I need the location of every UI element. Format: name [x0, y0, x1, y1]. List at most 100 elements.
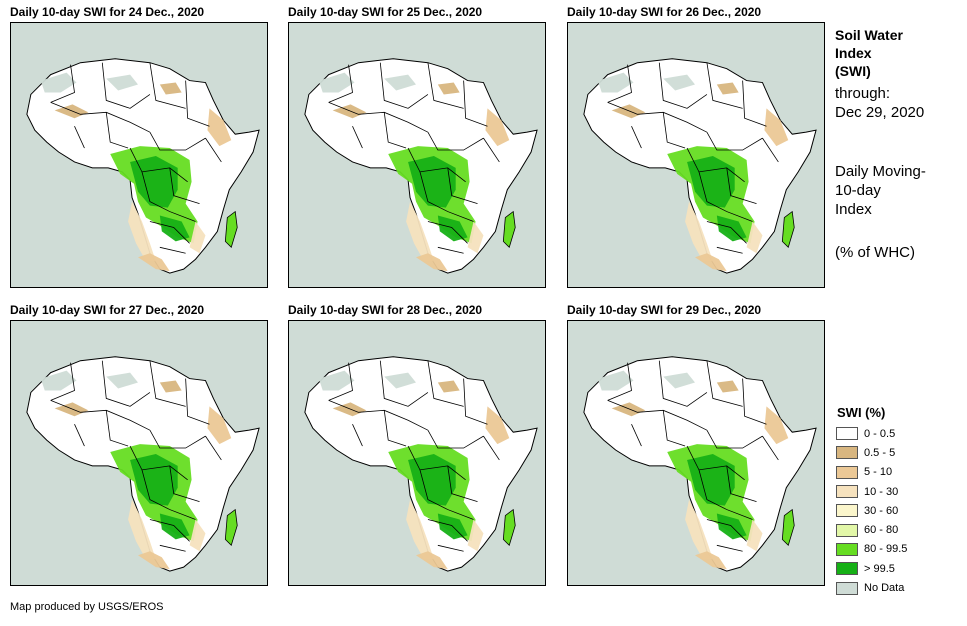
legend-item: 60 - 80 [836, 520, 907, 539]
country-border [129, 147, 188, 183]
legend-swatch [836, 485, 858, 499]
swi-region [40, 370, 77, 391]
country-border [463, 80, 488, 127]
country-border [159, 544, 186, 552]
country-border [706, 221, 747, 244]
africa-map [568, 23, 824, 287]
swi-region [207, 108, 232, 147]
panel-title-3: Daily 10-day SWI for 26 Dec., 2020 [567, 5, 762, 19]
swi-region [695, 253, 727, 272]
country-border [427, 519, 468, 542]
legend-label: 80 - 99.5 [864, 543, 908, 556]
country-border [447, 465, 478, 503]
country-border [352, 126, 363, 149]
swi-region [207, 406, 232, 445]
legend-label: 60 - 80 [864, 524, 899, 537]
panel-title-2: Daily 10-day SWI for 25 Dec., 2020 [288, 5, 483, 19]
swi-region [189, 221, 206, 254]
country-border [427, 429, 484, 449]
swi-region [408, 155, 456, 208]
swi-region [40, 72, 77, 93]
swi-region [384, 74, 417, 91]
country-border [101, 360, 151, 407]
legend-label: No Data [864, 582, 905, 595]
country-border [383, 112, 407, 149]
swi-region [128, 201, 156, 262]
country-border [129, 445, 188, 481]
legend-item: 80 - 99.5 [836, 540, 907, 559]
through-date: Dec 29, 2020 [835, 104, 925, 121]
country-border [427, 360, 464, 407]
africa-map [11, 321, 267, 585]
desc-line1: Daily Moving- [835, 163, 926, 180]
country-border [742, 80, 767, 127]
swi-region [467, 519, 484, 552]
swi-region [716, 380, 739, 393]
swi-region [189, 519, 206, 552]
country-border [74, 126, 85, 149]
country-border [662, 112, 686, 149]
swi-region [437, 82, 460, 95]
country-border [716, 544, 743, 552]
country-border [379, 360, 429, 407]
legend-swatch [836, 446, 858, 460]
panel-title-5: Daily 10-day SWI for 28 Dec., 2020 [288, 303, 483, 317]
country-border [50, 362, 75, 401]
swi-region [687, 453, 735, 506]
swi-region [416, 551, 448, 570]
swi-map-panel-6 [567, 320, 825, 586]
swi-region [687, 155, 735, 208]
swi-region [138, 551, 170, 570]
swi-region [130, 453, 178, 506]
country-border [706, 519, 747, 542]
country-border [686, 445, 745, 481]
country-border [706, 62, 743, 109]
country-border [742, 378, 767, 425]
swi-map-panel-1 [10, 22, 268, 288]
swi-region [685, 201, 713, 262]
country-border [328, 400, 429, 431]
madagascar [224, 210, 238, 249]
swi-region [685, 499, 713, 560]
swi-region [437, 380, 460, 393]
country-border [169, 465, 200, 503]
swi-region [485, 406, 510, 445]
legend-swatch [836, 581, 858, 595]
madagascar [502, 508, 516, 547]
legend-item: > 99.5 [836, 559, 907, 578]
country-border [50, 64, 75, 103]
country-border [658, 62, 708, 109]
africa-map [11, 23, 267, 287]
country-border [407, 147, 466, 183]
swi-region [716, 82, 739, 95]
country-border [607, 102, 708, 133]
swi-region [159, 380, 182, 393]
desc-line3: Index [835, 201, 872, 218]
swi-map-panel-2 [288, 22, 546, 288]
panel-title-6: Daily 10-day SWI for 29 Dec., 2020 [567, 303, 762, 317]
country-border [607, 64, 632, 103]
legend-label: 5 - 10 [864, 466, 893, 479]
country-border [706, 429, 763, 449]
madagascar [502, 210, 516, 249]
country-border [185, 378, 210, 425]
country-border [427, 131, 484, 151]
swi-map-panel-3 [567, 22, 825, 288]
legend-label: 0 - 0.5 [864, 427, 896, 440]
swi-region [467, 221, 484, 254]
swi-region [416, 253, 448, 272]
country-border [437, 544, 464, 552]
country-border [383, 410, 407, 447]
country-border [607, 400, 708, 431]
country-border [149, 519, 190, 542]
country-border [447, 167, 478, 205]
country-border [205, 137, 222, 163]
swi-region [128, 499, 156, 560]
country-border [149, 429, 206, 449]
swi-region [54, 104, 89, 119]
swi-region [406, 499, 434, 560]
country-border [105, 112, 129, 149]
swi-region [611, 402, 646, 417]
country-border [716, 246, 743, 254]
country-border [328, 362, 353, 401]
